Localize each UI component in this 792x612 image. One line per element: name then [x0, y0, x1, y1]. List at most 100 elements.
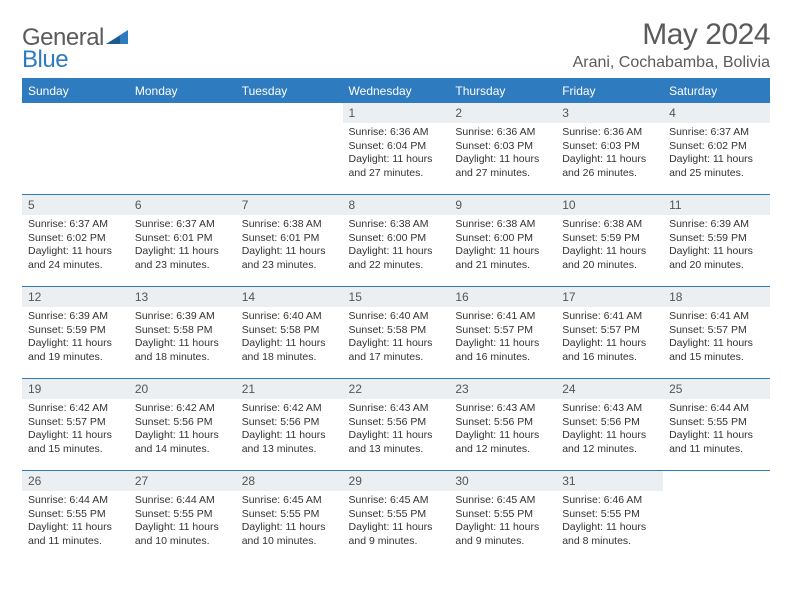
sunset-text: Sunset: 6:03 PM — [455, 140, 550, 154]
sunset-text: Sunset: 6:01 PM — [242, 232, 337, 246]
month-title: May 2024 — [573, 18, 770, 52]
day-number: 14 — [236, 287, 343, 307]
calendar-row: 1Sunrise: 6:36 AMSunset: 6:04 PMDaylight… — [22, 103, 770, 195]
sunset-text: Sunset: 5:57 PM — [562, 324, 657, 338]
sunset-text: Sunset: 6:03 PM — [562, 140, 657, 154]
calendar-cell — [22, 103, 129, 195]
sunset-text: Sunset: 6:02 PM — [28, 232, 123, 246]
sunset-text: Sunset: 5:59 PM — [28, 324, 123, 338]
sunrise-text: Sunrise: 6:42 AM — [135, 402, 230, 416]
daylight-text: Daylight: 11 hours and 19 minutes. — [28, 337, 123, 364]
day-number: 17 — [556, 287, 663, 307]
day-number: 24 — [556, 379, 663, 399]
sunset-text: Sunset: 5:56 PM — [349, 416, 444, 430]
day-header-row: Sunday Monday Tuesday Wednesday Thursday… — [22, 79, 770, 103]
calendar-cell: 8Sunrise: 6:38 AMSunset: 6:00 PMDaylight… — [343, 195, 450, 287]
sunset-text: Sunset: 5:55 PM — [242, 508, 337, 522]
sunset-text: Sunset: 5:56 PM — [135, 416, 230, 430]
calendar-cell: 10Sunrise: 6:38 AMSunset: 5:59 PMDayligh… — [556, 195, 663, 287]
daylight-text: Daylight: 11 hours and 11 minutes. — [28, 521, 123, 548]
sunrise-text: Sunrise: 6:42 AM — [242, 402, 337, 416]
sunset-text: Sunset: 6:01 PM — [135, 232, 230, 246]
sunrise-text: Sunrise: 6:41 AM — [455, 310, 550, 324]
day-header: Sunday — [22, 79, 129, 103]
calendar-cell — [663, 471, 770, 563]
cell-body: Sunrise: 6:45 AMSunset: 5:55 PMDaylight:… — [449, 491, 556, 553]
cell-body: Sunrise: 6:44 AMSunset: 5:55 PMDaylight:… — [663, 399, 770, 461]
calendar-cell: 31Sunrise: 6:46 AMSunset: 5:55 PMDayligh… — [556, 471, 663, 563]
sunset-text: Sunset: 5:56 PM — [562, 416, 657, 430]
daylight-text: Daylight: 11 hours and 16 minutes. — [455, 337, 550, 364]
day-number: 2 — [449, 103, 556, 123]
daylight-text: Daylight: 11 hours and 15 minutes. — [28, 429, 123, 456]
cell-body: Sunrise: 6:36 AMSunset: 6:03 PMDaylight:… — [556, 123, 663, 185]
daylight-text: Daylight: 11 hours and 20 minutes. — [669, 245, 764, 272]
logo-word2-wrap: Blue — [22, 46, 68, 74]
day-number: 26 — [22, 471, 129, 491]
day-header: Saturday — [663, 79, 770, 103]
daylight-text: Daylight: 11 hours and 25 minutes. — [669, 153, 764, 180]
daylight-text: Daylight: 11 hours and 14 minutes. — [135, 429, 230, 456]
calendar-cell: 14Sunrise: 6:40 AMSunset: 5:58 PMDayligh… — [236, 287, 343, 379]
day-header: Thursday — [449, 79, 556, 103]
sunset-text: Sunset: 5:55 PM — [562, 508, 657, 522]
cell-body: Sunrise: 6:39 AMSunset: 5:59 PMDaylight:… — [663, 215, 770, 277]
calendar-cell: 28Sunrise: 6:45 AMSunset: 5:55 PMDayligh… — [236, 471, 343, 563]
calendar-row: 5Sunrise: 6:37 AMSunset: 6:02 PMDaylight… — [22, 195, 770, 287]
day-number: 23 — [449, 379, 556, 399]
location-text: Arani, Cochabamba, Bolivia — [573, 54, 770, 72]
calendar-cell: 11Sunrise: 6:39 AMSunset: 5:59 PMDayligh… — [663, 195, 770, 287]
sunset-text: Sunset: 5:57 PM — [669, 324, 764, 338]
cell-body: Sunrise: 6:42 AMSunset: 5:56 PMDaylight:… — [236, 399, 343, 461]
daylight-text: Daylight: 11 hours and 9 minutes. — [349, 521, 444, 548]
sunset-text: Sunset: 5:55 PM — [28, 508, 123, 522]
day-number: 30 — [449, 471, 556, 491]
cell-body: Sunrise: 6:43 AMSunset: 5:56 PMDaylight:… — [556, 399, 663, 461]
day-number: 18 — [663, 287, 770, 307]
daylight-text: Daylight: 11 hours and 9 minutes. — [455, 521, 550, 548]
day-number: 13 — [129, 287, 236, 307]
cell-body: Sunrise: 6:46 AMSunset: 5:55 PMDaylight:… — [556, 491, 663, 553]
cell-body: Sunrise: 6:44 AMSunset: 5:55 PMDaylight:… — [129, 491, 236, 553]
sunset-text: Sunset: 5:55 PM — [349, 508, 444, 522]
day-number: 28 — [236, 471, 343, 491]
cell-body: Sunrise: 6:45 AMSunset: 5:55 PMDaylight:… — [343, 491, 450, 553]
day-number: 12 — [22, 287, 129, 307]
calendar-cell — [129, 103, 236, 195]
calendar-row: 19Sunrise: 6:42 AMSunset: 5:57 PMDayligh… — [22, 379, 770, 471]
calendar-cell: 23Sunrise: 6:43 AMSunset: 5:56 PMDayligh… — [449, 379, 556, 471]
cell-body: Sunrise: 6:38 AMSunset: 5:59 PMDaylight:… — [556, 215, 663, 277]
daylight-text: Daylight: 11 hours and 22 minutes. — [349, 245, 444, 272]
sunset-text: Sunset: 5:58 PM — [135, 324, 230, 338]
calendar-cell: 16Sunrise: 6:41 AMSunset: 5:57 PMDayligh… — [449, 287, 556, 379]
day-number: 9 — [449, 195, 556, 215]
sunrise-text: Sunrise: 6:37 AM — [135, 218, 230, 232]
cell-body: Sunrise: 6:40 AMSunset: 5:58 PMDaylight:… — [343, 307, 450, 369]
logo-mark-icon — [106, 26, 132, 51]
sunset-text: Sunset: 5:57 PM — [455, 324, 550, 338]
sunrise-text: Sunrise: 6:44 AM — [669, 402, 764, 416]
day-number: 29 — [343, 471, 450, 491]
calendar-table: Sunday Monday Tuesday Wednesday Thursday… — [22, 78, 770, 563]
daylight-text: Daylight: 11 hours and 15 minutes. — [669, 337, 764, 364]
sunrise-text: Sunrise: 6:36 AM — [562, 126, 657, 140]
calendar-cell: 30Sunrise: 6:45 AMSunset: 5:55 PMDayligh… — [449, 471, 556, 563]
day-number: 8 — [343, 195, 450, 215]
daylight-text: Daylight: 11 hours and 10 minutes. — [135, 521, 230, 548]
day-number: 4 — [663, 103, 770, 123]
logo-word2: Blue — [22, 46, 68, 73]
calendar-cell: 1Sunrise: 6:36 AMSunset: 6:04 PMDaylight… — [343, 103, 450, 195]
cell-body: Sunrise: 6:36 AMSunset: 6:03 PMDaylight:… — [449, 123, 556, 185]
calendar-cell: 21Sunrise: 6:42 AMSunset: 5:56 PMDayligh… — [236, 379, 343, 471]
calendar-cell: 20Sunrise: 6:42 AMSunset: 5:56 PMDayligh… — [129, 379, 236, 471]
calendar-cell: 5Sunrise: 6:37 AMSunset: 6:02 PMDaylight… — [22, 195, 129, 287]
sunrise-text: Sunrise: 6:38 AM — [455, 218, 550, 232]
sunrise-text: Sunrise: 6:45 AM — [242, 494, 337, 508]
cell-body: Sunrise: 6:38 AMSunset: 6:01 PMDaylight:… — [236, 215, 343, 277]
sunrise-text: Sunrise: 6:38 AM — [349, 218, 444, 232]
daylight-text: Daylight: 11 hours and 20 minutes. — [562, 245, 657, 272]
sunset-text: Sunset: 5:55 PM — [455, 508, 550, 522]
cell-body: Sunrise: 6:37 AMSunset: 6:02 PMDaylight:… — [22, 215, 129, 277]
sunrise-text: Sunrise: 6:43 AM — [349, 402, 444, 416]
day-number: 11 — [663, 195, 770, 215]
